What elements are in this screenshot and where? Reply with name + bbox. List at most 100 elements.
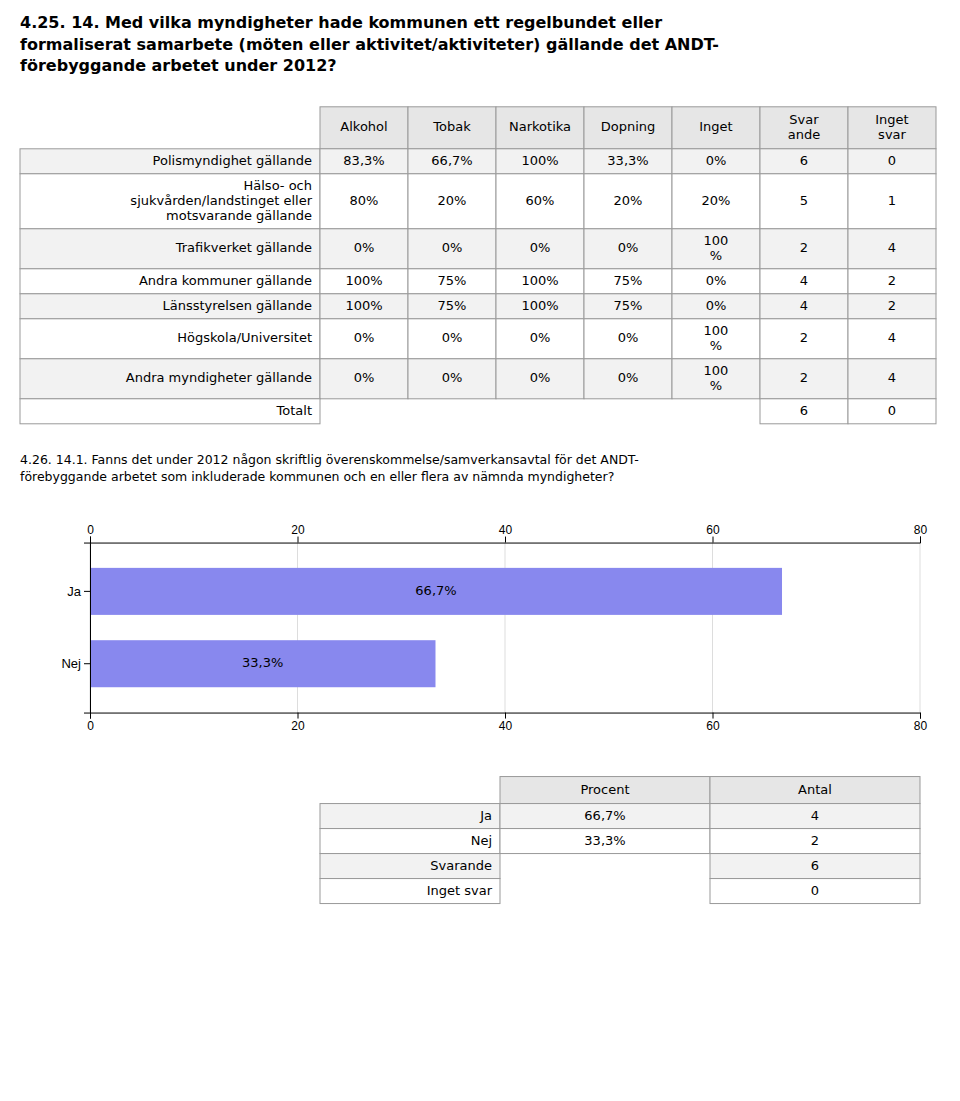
table-cell bbox=[500, 804, 710, 829]
tick-mark bbox=[713, 713, 714, 719]
tick-label: 20 bbox=[291, 523, 305, 537]
text-line: 2 bbox=[800, 330, 808, 345]
text-line: sjukvården/landstinget eller bbox=[130, 193, 312, 208]
cell-value: 20% bbox=[438, 193, 467, 208]
text-line: 75% bbox=[438, 273, 467, 288]
text-line: 4.26. 14.1. Fanns det under 2012 någon s… bbox=[20, 452, 639, 467]
column-header: Procent bbox=[580, 782, 629, 797]
text-line: 0% bbox=[618, 240, 639, 255]
text-line: 20% bbox=[438, 193, 467, 208]
text-line: 6 bbox=[800, 403, 808, 418]
text-line: Nej bbox=[471, 833, 492, 848]
grid-line bbox=[920, 543, 921, 713]
text-line: 75% bbox=[614, 273, 643, 288]
table-cell bbox=[672, 174, 760, 229]
cell-value: 100% bbox=[704, 323, 729, 353]
table-cell bbox=[496, 149, 584, 174]
table-cell bbox=[710, 829, 920, 854]
row-label: Länsstyrelsen gällande bbox=[163, 298, 313, 313]
cell-value: 6 bbox=[800, 403, 808, 418]
header-cell bbox=[320, 107, 408, 149]
table-cell bbox=[760, 229, 848, 269]
text-line: 100% bbox=[345, 273, 382, 288]
text-line: 0% bbox=[442, 370, 463, 385]
table-cell bbox=[672, 229, 760, 269]
text-line: motsvarande gällande bbox=[166, 208, 312, 223]
tick: 60 bbox=[706, 713, 720, 734]
tick: 0 bbox=[87, 523, 94, 543]
text-line: 100 bbox=[704, 233, 729, 248]
cell-value: 0% bbox=[706, 273, 727, 288]
cell-value: 0% bbox=[530, 370, 551, 385]
text-line: 4 bbox=[888, 240, 896, 255]
table-cell bbox=[710, 854, 920, 879]
table-cell bbox=[496, 359, 584, 399]
row-label: Högskola/Universitet bbox=[177, 330, 312, 345]
column-header: Narkotika bbox=[509, 119, 571, 134]
data-label: 33,3% bbox=[242, 655, 283, 670]
text-line: Procent bbox=[580, 782, 629, 797]
cell-value: 4 bbox=[888, 240, 896, 255]
cell-value: 0 bbox=[811, 883, 819, 898]
text-line: 33,3% bbox=[607, 153, 648, 168]
tick: 20 bbox=[291, 523, 305, 543]
table-cell bbox=[710, 804, 920, 829]
table-cell bbox=[760, 149, 848, 174]
text-line: svar bbox=[878, 127, 906, 142]
tick-label: 80 bbox=[914, 719, 928, 733]
tick-mark bbox=[84, 663, 90, 664]
text-line: Narkotika bbox=[509, 119, 571, 134]
table-cell bbox=[320, 269, 408, 294]
table-cell bbox=[848, 174, 936, 229]
table-cell bbox=[848, 399, 936, 424]
cell-value: 75% bbox=[438, 273, 467, 288]
cell-value: 100% bbox=[521, 298, 558, 313]
text-line: Inget svar bbox=[427, 883, 493, 898]
text-line: 4 bbox=[800, 273, 808, 288]
table-cell bbox=[584, 174, 672, 229]
axis-line bbox=[91, 537, 921, 544]
cell-value: 0% bbox=[442, 240, 463, 255]
cell-value: 2 bbox=[800, 240, 808, 255]
tick-label: 0 bbox=[87, 523, 94, 537]
text-line: 0% bbox=[442, 240, 463, 255]
table-cell bbox=[408, 319, 496, 359]
tick: 80 bbox=[914, 523, 928, 543]
table-cell bbox=[672, 149, 760, 174]
table-cell bbox=[320, 149, 408, 174]
row-label-cell bbox=[20, 149, 320, 174]
table-cell bbox=[848, 149, 936, 174]
header-cell bbox=[710, 777, 920, 804]
text-line: 2 bbox=[800, 240, 808, 255]
bar-chart: 4.26. 14.1. Fanns det under 2012 någon s… bbox=[20, 452, 927, 733]
cell-value: 2 bbox=[800, 330, 808, 345]
text-line: formaliserat samarbete (möten eller akti… bbox=[20, 35, 719, 54]
column-header: Inget bbox=[699, 119, 732, 134]
text-line: 80% bbox=[350, 193, 379, 208]
cell-value: 75% bbox=[438, 298, 467, 313]
cell-value: 0 bbox=[888, 153, 896, 168]
axis-line bbox=[84, 543, 91, 713]
text-line: 33,3% bbox=[584, 833, 625, 848]
table-cell bbox=[584, 149, 672, 174]
tick-mark bbox=[298, 537, 299, 543]
table-cell bbox=[584, 359, 672, 399]
table-cell bbox=[408, 294, 496, 319]
row-label-cell bbox=[20, 319, 320, 359]
text-line: 100 bbox=[704, 363, 729, 378]
table-cell bbox=[672, 319, 760, 359]
cell-value: 100% bbox=[521, 273, 558, 288]
table-cell bbox=[584, 294, 672, 319]
cell-value: 0% bbox=[618, 370, 639, 385]
bar bbox=[90, 640, 435, 687]
text-line: Antal bbox=[798, 782, 832, 797]
tick: Ja bbox=[67, 584, 90, 599]
text-line: 0% bbox=[618, 330, 639, 345]
table-cell bbox=[584, 319, 672, 359]
tick-mark bbox=[298, 713, 299, 719]
cell-value: 0% bbox=[530, 330, 551, 345]
row-label-cell bbox=[20, 399, 320, 424]
row-label-cell bbox=[320, 804, 500, 829]
table: AlkoholTobakNarkotikaDopningIngetSvarand… bbox=[20, 107, 936, 424]
cell-value: 0% bbox=[706, 153, 727, 168]
